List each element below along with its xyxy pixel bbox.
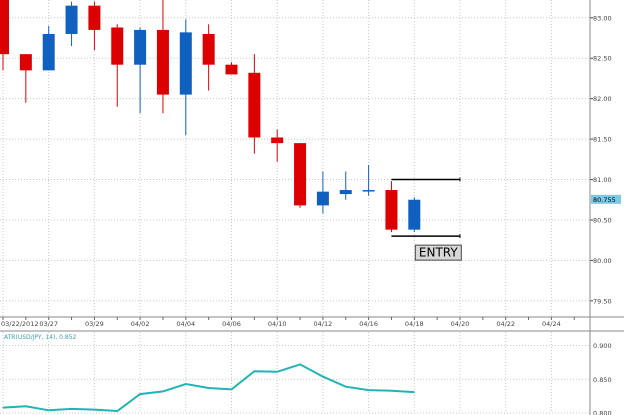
x-tick-label: 04/22 [496, 320, 515, 328]
atr-point [25, 405, 27, 407]
candle-body [294, 143, 307, 206]
x-tick-label: 04/04 [176, 320, 195, 328]
atr-point [345, 386, 347, 388]
y-tick-label: 80.00 [593, 257, 612, 265]
atr-panel: 0.900 0.850 0.800 ATR(USD/JPY, 14), 0.852 [0, 334, 612, 415]
atr-point [322, 375, 324, 378]
atr-point [185, 383, 187, 385]
main-gridlines [0, 0, 590, 413]
x-tick-label: 04/20 [451, 320, 470, 328]
entry-label: ENTRY [419, 246, 458, 260]
candlesticks [0, 0, 421, 233]
atr-point [208, 387, 210, 389]
x-tick-label: 04/06 [222, 320, 241, 328]
y-tick-label: 81.50 [593, 136, 612, 144]
candle-body [248, 72, 261, 138]
candle-body [156, 29, 169, 95]
y-tick-label: 82.50 [593, 55, 612, 63]
candle-body [65, 5, 78, 34]
candle-body [408, 199, 421, 230]
current-price-label: 80.755 [593, 196, 616, 204]
atr-point [299, 363, 301, 365]
x-tick-label: 04/24 [542, 320, 561, 328]
x-tick-label: 04/16 [359, 320, 378, 328]
candle-body [88, 5, 101, 30]
y-tick-label: 80.50 [593, 216, 612, 224]
x-tick-label: 04/18 [405, 320, 424, 328]
atr-point [413, 391, 415, 393]
y-tick-label: 79.50 [593, 297, 612, 305]
candle-body [339, 190, 352, 195]
candle-body [316, 191, 329, 206]
entry-annotation: ENTRY [391, 177, 462, 261]
x-tick-label: 03/22/2012 [1, 320, 38, 328]
atr-point [2, 407, 4, 409]
x-tick-label: 04/02 [131, 320, 150, 328]
candle-body [225, 64, 238, 75]
x-tick-label: 03/29 [85, 320, 104, 328]
atr-point [162, 390, 164, 392]
atr-point [276, 371, 278, 373]
atr-y-tick-label: 0.850 [593, 376, 612, 384]
atr-point [253, 370, 255, 372]
candle-body [179, 32, 192, 95]
atr-point [139, 393, 141, 395]
candle-body [385, 190, 398, 230]
candle-body [42, 33, 55, 71]
atr-point [230, 388, 233, 390]
atr-point [368, 389, 370, 391]
atr-point [93, 409, 95, 411]
candle-body [202, 33, 215, 65]
candle-body [362, 190, 375, 192]
entry-label-box [414, 244, 462, 261]
atr-title: ATR(USD/JPY, 14), 0.852 [4, 334, 77, 341]
atr-point [48, 409, 50, 411]
current-price-tag [591, 194, 621, 204]
x-tick-label: 04/10 [268, 320, 287, 328]
atr-point [390, 390, 393, 392]
y-tick-label: 82.00 [593, 95, 612, 103]
atr-y-tick-label: 0.800 [593, 410, 612, 415]
candle-body [111, 27, 124, 65]
x-tick-label: 03/27 [39, 320, 58, 328]
candle-body [134, 29, 147, 65]
candle-body [271, 137, 284, 144]
atr-point [116, 410, 118, 412]
y-tick-label: 83.00 [593, 14, 612, 22]
atr-point [70, 408, 73, 410]
x-tick-label: 04/12 [314, 320, 333, 328]
candle-body [19, 54, 32, 71]
candle-body [0, 0, 9, 55]
atr-y-tick-label: 0.900 [593, 342, 612, 350]
y-tick-label: 81.00 [593, 176, 612, 184]
